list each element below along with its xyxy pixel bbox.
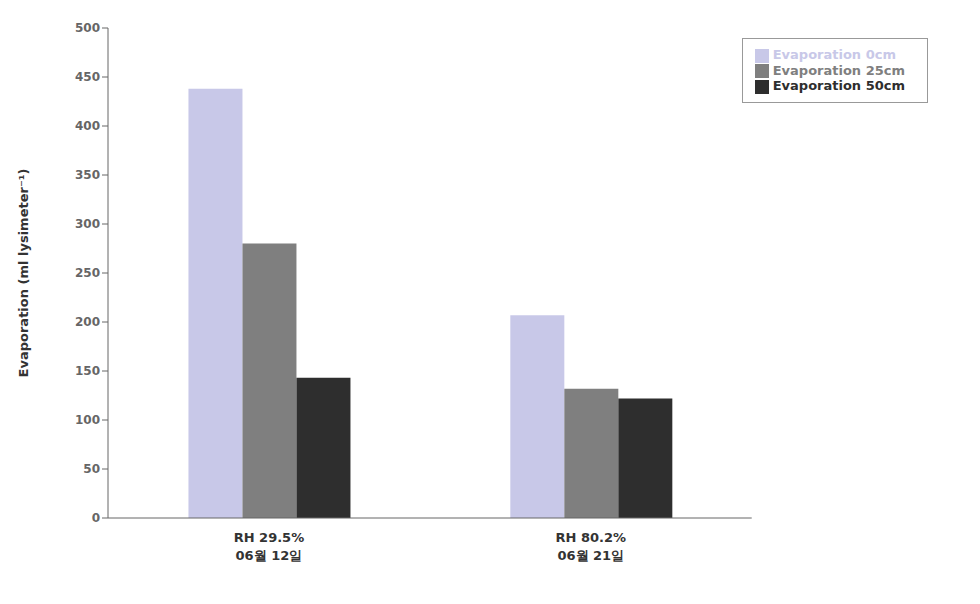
svg-text:450: 450 (75, 70, 100, 84)
svg-text:150: 150 (75, 364, 100, 378)
svg-text:0: 0 (92, 511, 100, 525)
svg-text:350: 350 (75, 168, 100, 182)
svg-text:300: 300 (75, 217, 100, 231)
svg-text:200: 200 (75, 315, 100, 329)
svg-text:RH 29.5%06월 12일: RH 29.5%06월 12일 (234, 530, 305, 563)
svg-text:500: 500 (75, 21, 100, 35)
svg-text:100: 100 (75, 413, 100, 427)
svg-text:50: 50 (83, 462, 100, 476)
html-text:Evaporation 25cm: Evaporation 25cm (772, 62, 905, 78)
svg-text:Evaporation (ml lysimeter⁻¹): Evaporation (ml lysimeter⁻¹) (16, 169, 31, 378)
svg-text:400: 400 (75, 119, 100, 133)
svg-text:RH 80.2%06월 21일: RH 80.2%06월 21일 (556, 530, 627, 563)
svg-text:250: 250 (75, 266, 100, 280)
html-text:Evaporation 0cm: Evaporation 0cm (772, 47, 896, 62)
html-text:Evaporation 50cm: Evaporation 50cm (772, 78, 905, 93)
